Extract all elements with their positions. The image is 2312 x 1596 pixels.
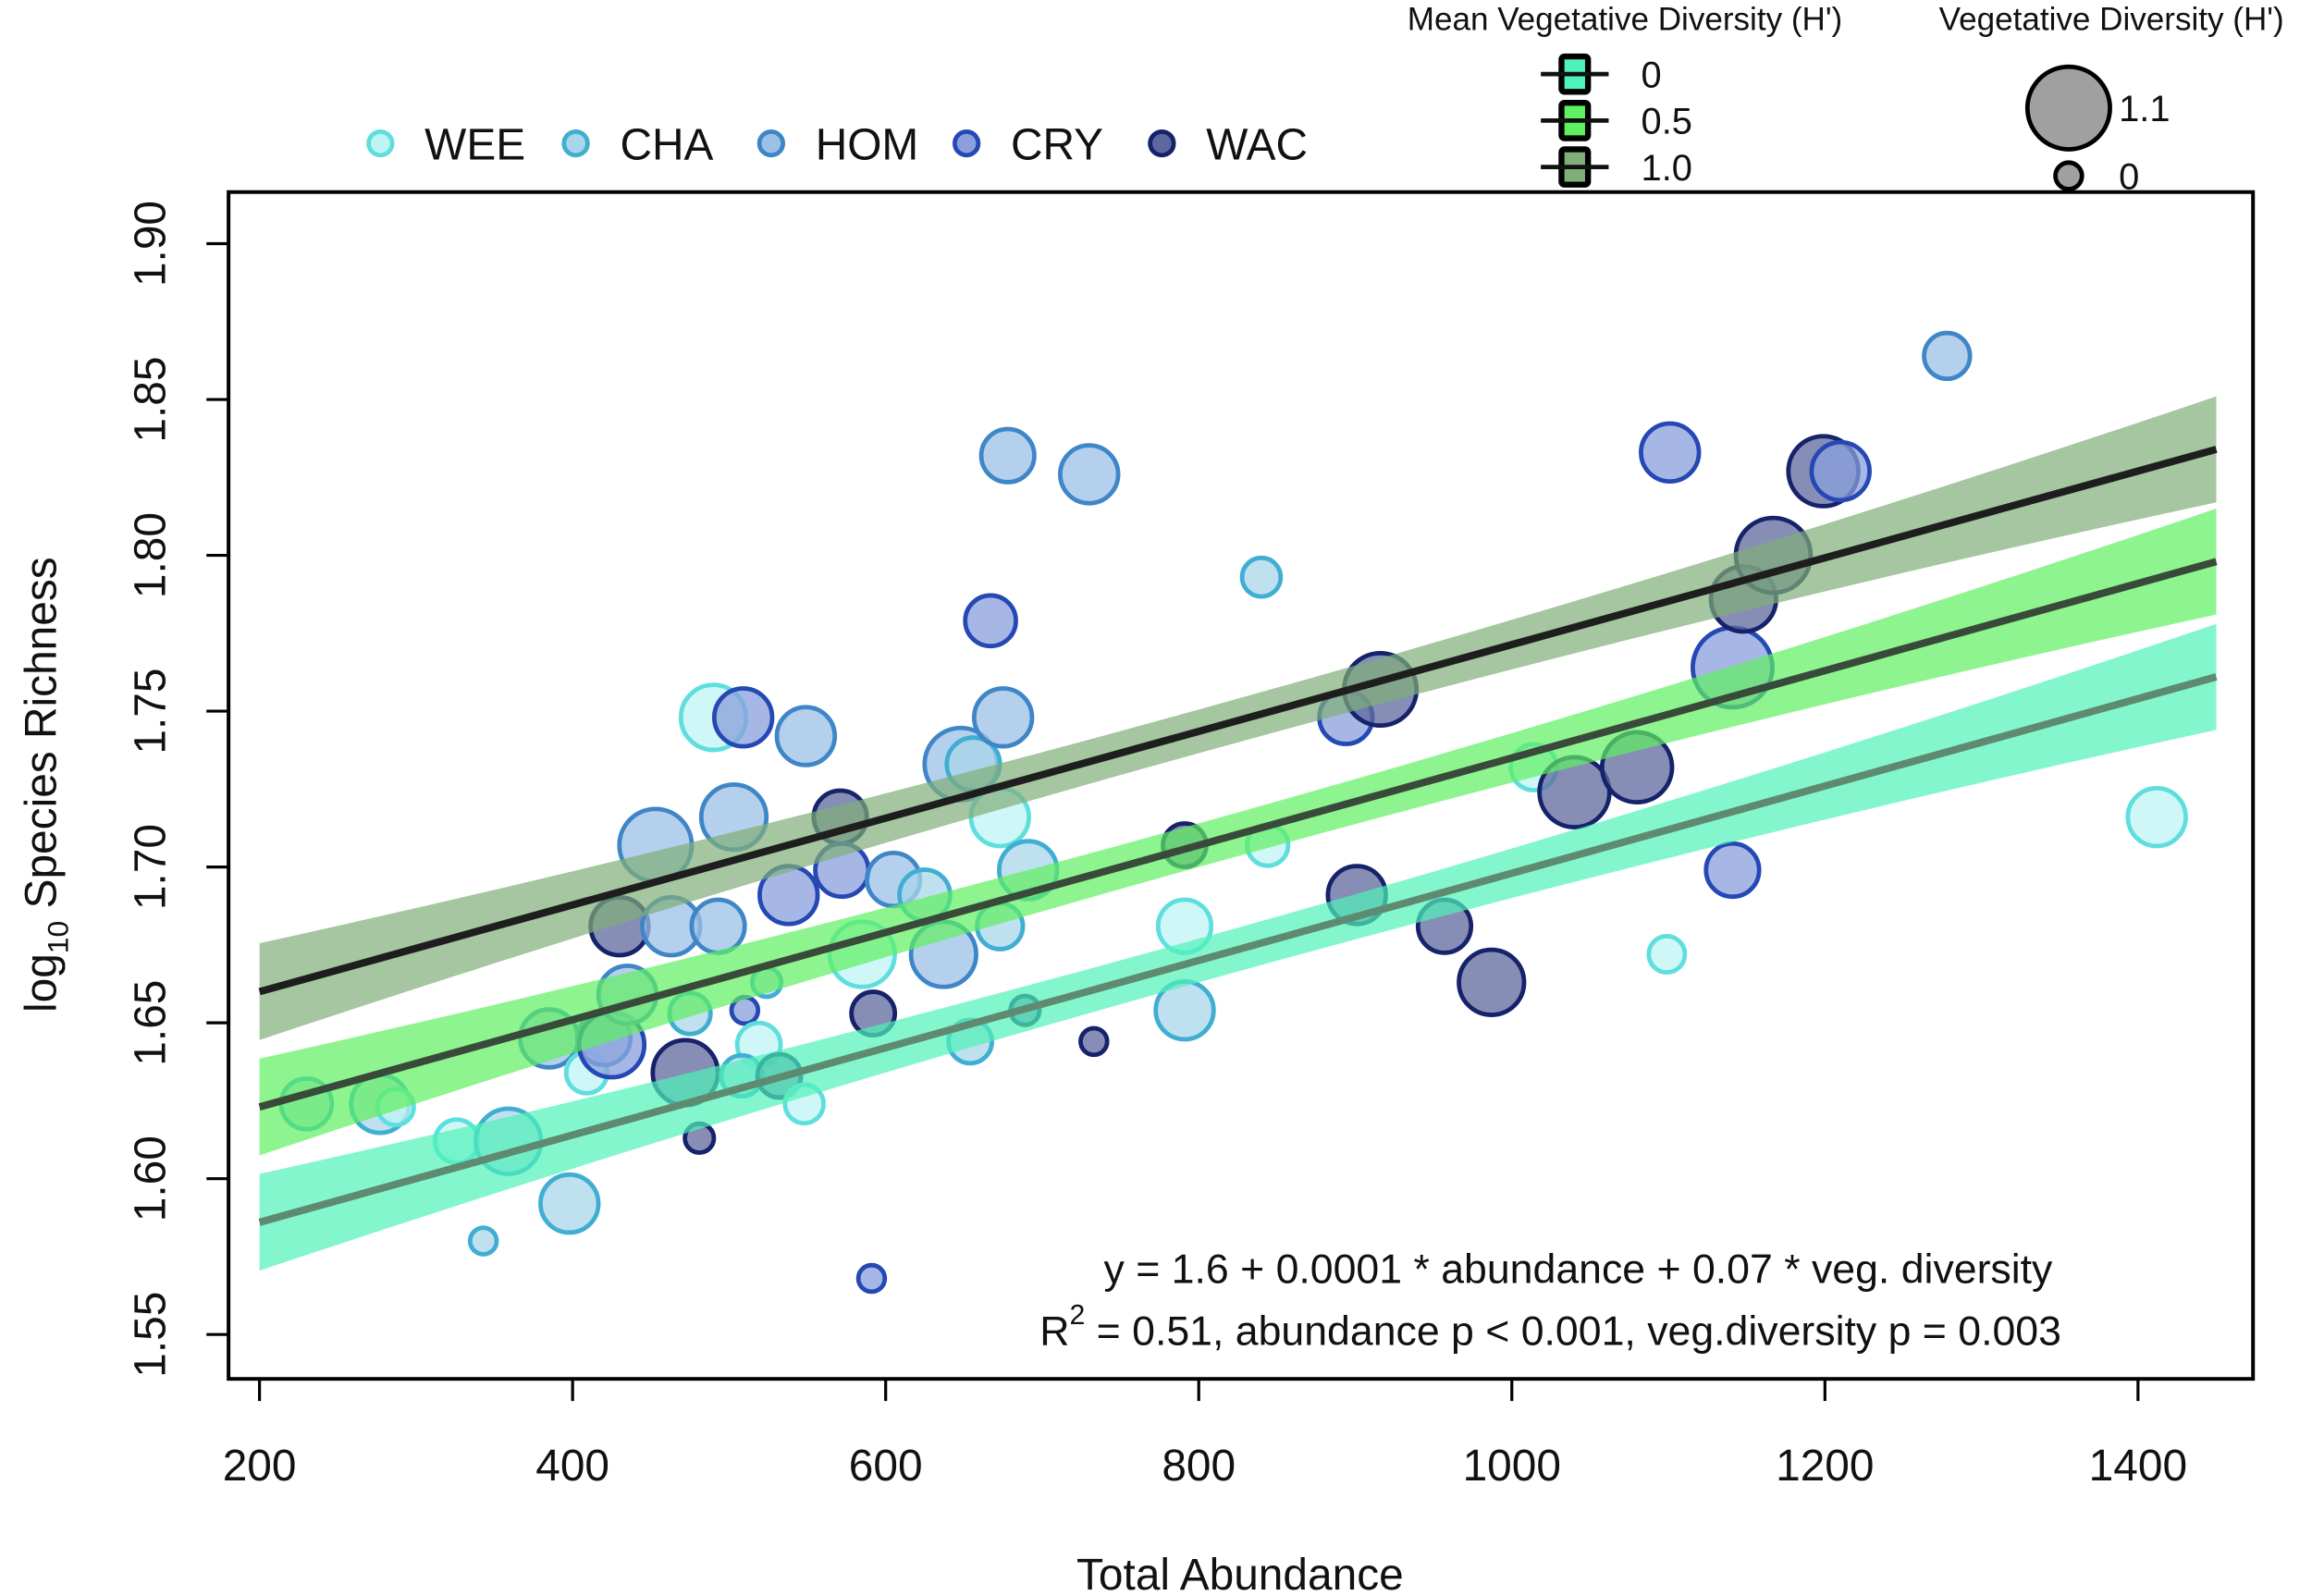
data-point-hom [971,686,1035,749]
y-tick-label: 1.75 [127,669,176,755]
site-legend: WEE CHA HOM CRY WAC [366,121,1308,170]
data-point-hom [978,426,1037,485]
data-point-cha [1239,555,1284,599]
data-point-hom [774,705,838,767]
data-point-cry [1703,841,1762,900]
legend-marker-wac [1148,129,1176,158]
data-point-wac [1078,1025,1110,1058]
y-tick-label: 1.85 [127,356,176,442]
fit-line-2 [258,673,2218,1226]
mean-veg-legend-title: Mean Vegetative Diversity (H') [1408,1,1842,37]
x-axis-label: Total Abundance [1076,1551,1404,1596]
equation-text: y = 1.6 + 0.0001 * abundance + 0.07 * ve… [1104,1247,2054,1293]
legend-label-hom: HOM [816,121,919,170]
x-tick-label: 200 [223,1442,297,1491]
x-tick-label: 1200 [1776,1442,1874,1491]
y-axis: 1.55 1.60 1.65 1.70 1.75 1.80 1.85 1.90 [127,201,229,1378]
x-tick-label: 400 [535,1442,609,1491]
legend-label-wac: WAC [1206,121,1308,170]
y-tick-label: 1.90 [127,201,176,287]
size-legend-label: 1.1 [2119,89,2170,129]
data-point-cha [538,1172,601,1235]
data-point-wee [2125,785,2188,849]
mean-veg-label: 0.5 [1642,102,1692,142]
stats-text: R2 = 0.51, abundance p < 0.001, veg.dive… [1039,1300,2061,1354]
data-point-cry [1809,439,1872,503]
x-tick-label: 1000 [1463,1442,1561,1491]
data-point-hom [689,897,747,955]
data-point-cry [1639,421,1702,485]
x-axis: 200 400 600 800 1000 1200 1400 [223,1379,2187,1491]
legend-marker-cha [561,129,590,158]
size-legend-circle [2024,64,2112,152]
data-point-wee [1646,934,1688,975]
data-point-cry [711,686,775,749]
data-point-hom [1922,330,1973,382]
mean-veg-label: 0 [1642,55,1662,96]
fit-bands [258,396,2218,1271]
fit-line-0 [258,446,2218,996]
data-point-cry [963,593,1018,649]
size-legend: Vegetative Diversity (H') 1.1 0 [1939,1,2284,197]
fit-line-1 [258,558,2218,1111]
x-tick-label: 800 [1162,1442,1236,1491]
data-point-cry [855,1262,888,1295]
y-tick-label: 1.70 [127,824,176,910]
size-legend-title: Vegetative Diversity (H') [1939,1,2284,37]
data-point-hom [1058,443,1121,506]
mean-veg-label: 1.0 [1642,148,1692,189]
legend-marker-hom [756,129,786,158]
data-point-wac [1457,947,1527,1017]
data-point-cha [467,1225,499,1257]
y-tick-label: 1.60 [127,1136,176,1222]
mean-veg-legend: Mean Vegetative Diversity (H') 0 0.5 1.0 [1408,1,1842,189]
size-legend-label: 0 [2119,157,2139,198]
legend-label-cry: CRY [1011,121,1103,170]
y-tick-label: 1.65 [127,980,176,1066]
legend-marker-cry [952,129,981,158]
plot-frame [227,190,2256,1381]
legend-marker-wee [366,129,395,158]
annotation: y = 1.6 + 0.0001 * abundance + 0.07 * ve… [1039,1247,2061,1355]
x-tick-label: 600 [849,1442,923,1491]
y-tick-label: 1.80 [127,512,176,598]
y-tick-label: 1.55 [127,1292,176,1378]
legend-label-wee: WEE [424,121,525,170]
y-axis-label: log10 Species Richness [18,557,75,1013]
legend-label-cha: CHA [620,121,713,170]
x-tick-label: 1400 [2089,1442,2187,1491]
size-legend-circle [2053,160,2084,191]
